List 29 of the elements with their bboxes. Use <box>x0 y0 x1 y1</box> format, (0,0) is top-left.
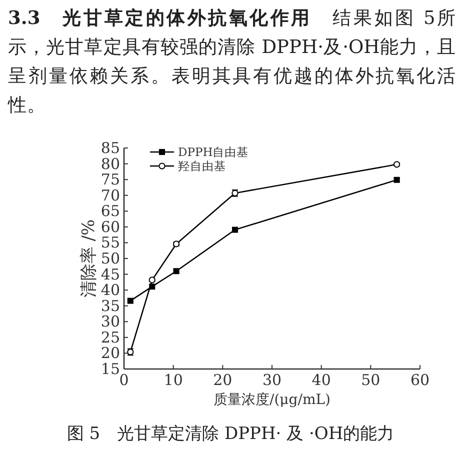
y-tick-label: 55 <box>100 234 120 252</box>
x-tick-label: 50 <box>361 371 380 389</box>
y-tick-label: 25 <box>100 328 120 346</box>
y-tick-label: 35 <box>100 296 120 315</box>
y-tick-label: 20 <box>100 344 120 362</box>
y-tick-label: 50 <box>100 250 120 268</box>
legend-label: DPPH自由基 <box>178 145 249 159</box>
x-tick-label: 60 <box>410 371 430 389</box>
text: 图 5 光甘草定清除 DPPH· 及 ·OH的能力 <box>66 423 396 445</box>
y-tick-label: 65 <box>100 202 120 220</box>
y-tick-label: 15 <box>100 360 120 378</box>
x-tick-label: 30 <box>262 371 282 389</box>
y-tick-label: 60 <box>100 218 120 236</box>
y-tick-label: 40 <box>100 281 120 300</box>
x-tick-label: 10 <box>164 371 183 389</box>
legend-label: 羟自由基 <box>178 159 226 173</box>
x-axis-title: 质量浓度/(μg/mL) <box>214 392 330 408</box>
y-tick-label: 70 <box>100 186 120 204</box>
y-tick-label: 75 <box>100 170 120 189</box>
x-tick-label: 20 <box>213 371 232 389</box>
y-tick-label: 30 <box>100 312 120 331</box>
y-tick-label: 80 <box>100 154 120 173</box>
x-tick-label: 0 <box>119 371 129 389</box>
y-axis-title: 清除率 /% <box>79 219 99 298</box>
point <box>232 226 238 233</box>
text: 3.3 光甘草定的体外抗氧化作用 结果如图 5所示，光甘草定具有较强的清除 DPPH·及·OH能力，且呈剂量依赖关系。表明其具有优越的体外抗氧化活性。 <box>8 7 456 118</box>
x-tick-label: 40 <box>312 371 331 389</box>
y-tick-label: 85 <box>100 139 120 157</box>
y-tick-label: 45 <box>100 265 120 284</box>
